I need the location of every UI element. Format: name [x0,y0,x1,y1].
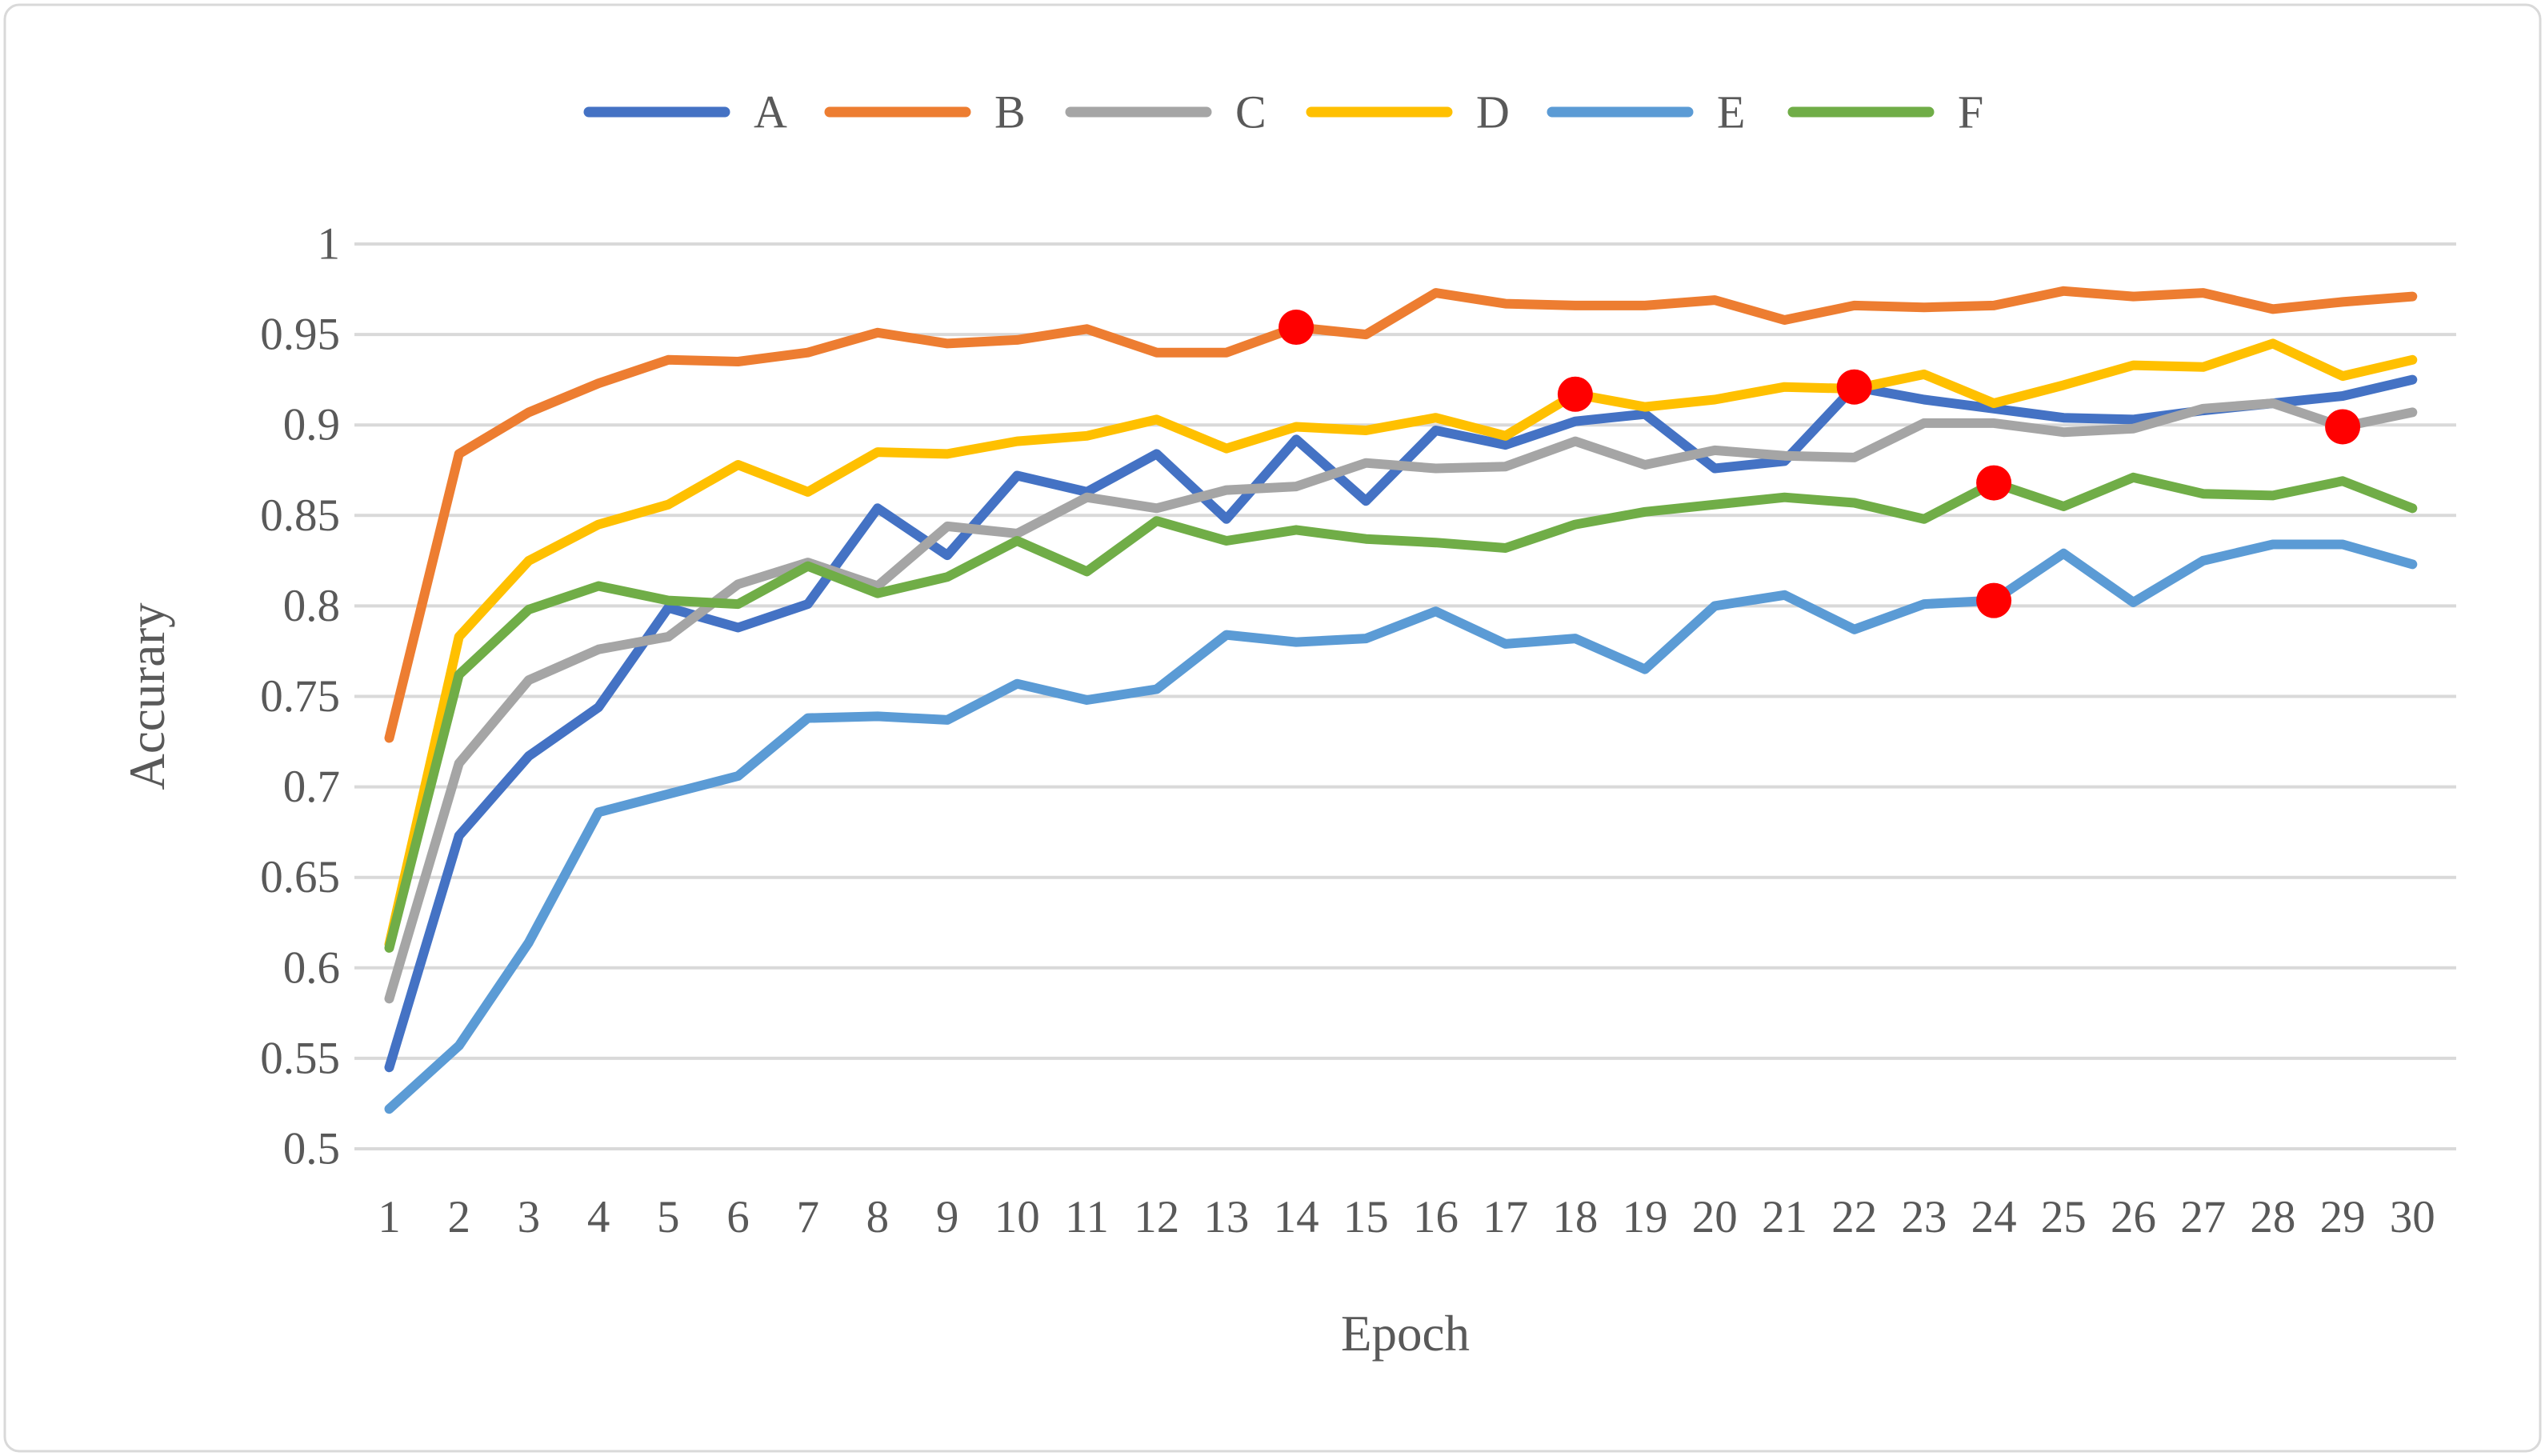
y-axis-tick-label: 0.55 [260,1033,340,1083]
x-axis-tick-label: 11 [1065,1192,1109,1242]
y-axis-tick-label: 0.8 [283,581,340,631]
x-axis-title: Epoch [1341,1306,1470,1362]
red-marker-A-epoch-22 [1836,369,1872,405]
y-axis-tick-label: 0.75 [260,671,340,722]
legend-label-B: B [994,86,1026,138]
x-axis-tick-label: 18 [1552,1192,1598,1242]
y-axis-tick-label: 1 [318,219,341,270]
x-axis-tick-label: 22 [1831,1192,1877,1242]
x-axis-tick-label: 9 [936,1192,959,1242]
x-axis-tick-label: 28 [2250,1192,2295,1242]
y-axis-tick-label: 0.95 [260,310,340,360]
legend-label-A: A [754,86,787,138]
x-axis-tick-label: 15 [1343,1192,1389,1242]
y-axis-tick-label: 0.85 [260,490,340,541]
y-axis-tick-label: 0.65 [260,852,340,902]
x-axis-tick-label: 25 [2041,1192,2087,1242]
series-line-D [384,338,2418,950]
red-marker-F-epoch-24 [1976,465,2012,501]
legend-label-F: F [1958,86,1983,138]
series-line-B [384,286,2418,743]
legend-label-D: D [1476,86,1510,138]
x-axis-tick-label: 5 [657,1192,680,1242]
red-marker-D-epoch-18 [1557,376,1593,412]
x-axis-tick-label: 17 [1483,1192,1528,1242]
x-axis-tick-label: 12 [1134,1192,1179,1242]
x-axis-tick-label: 3 [518,1192,541,1242]
x-axis-tick-label: 7 [796,1192,819,1242]
x-axis-tick-label: 13 [1203,1192,1249,1242]
series-line-F [384,472,2418,953]
figure-border [3,3,2542,1453]
x-axis-tick-label: 14 [1274,1192,1319,1242]
red-marker-C-epoch-29 [2325,409,2361,445]
series-line-C [384,398,2418,1004]
x-axis-tick-label: 2 [447,1192,470,1242]
red-marker-E-epoch-24 [1976,582,2012,618]
x-axis-tick-label: 23 [1901,1192,1947,1242]
x-axis-tick-label: 30 [2390,1192,2435,1242]
x-axis-tick-label: 20 [1692,1192,1738,1242]
x-axis-tick-label: 27 [2180,1192,2226,1242]
y-axis-tick-label: 0.9 [283,400,340,450]
y-axis-tick-label: 0.7 [283,762,340,812]
y-axis-title: Accurary [119,602,175,790]
x-axis-tick-label: 26 [2111,1192,2156,1242]
y-axis-tick-label: 0.6 [283,942,340,993]
y-axis-tick-label: 0.5 [283,1124,340,1174]
legend-label-E: E [1717,86,1745,138]
series-line-E [384,539,2418,1114]
x-axis-tick-label: 21 [1762,1192,1807,1242]
x-axis-tick-label: 8 [866,1192,890,1242]
red-marker-B-epoch-14 [1279,310,1315,346]
legend-label-C: C [1235,86,1266,138]
x-axis-tick-label: 29 [2320,1192,2366,1242]
x-axis-tick-label: 24 [1971,1192,2017,1242]
x-axis-tick-label: 10 [994,1192,1040,1242]
x-axis-tick-label: 4 [587,1192,610,1242]
x-axis-tick-label: 19 [1623,1192,1668,1242]
x-axis-tick-label: 16 [1413,1192,1459,1242]
x-axis-tick-label: 1 [378,1192,401,1242]
x-axis-tick-label: 6 [726,1192,750,1242]
